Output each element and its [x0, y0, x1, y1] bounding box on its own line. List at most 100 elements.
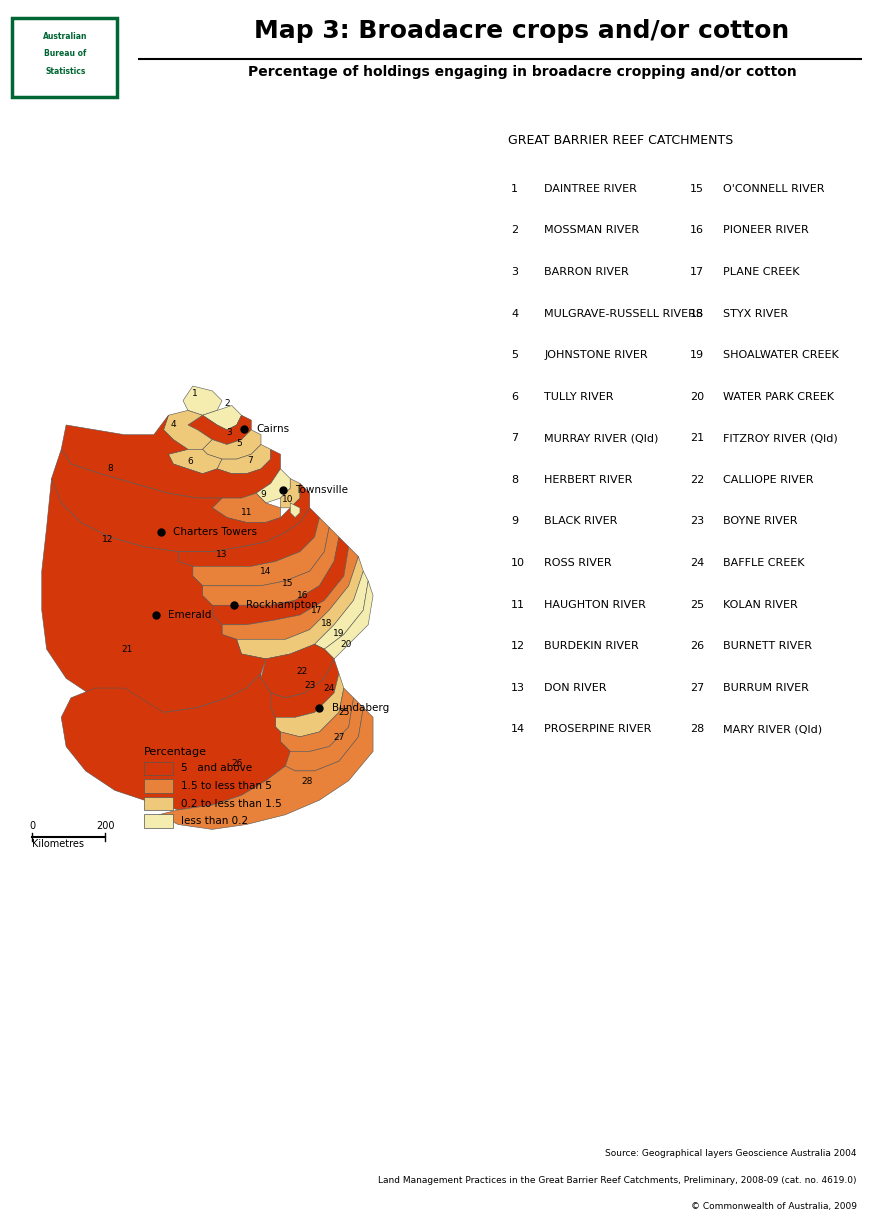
Polygon shape	[280, 478, 300, 508]
Text: Emerald: Emerald	[169, 610, 211, 620]
Text: TULLY RIVER: TULLY RIVER	[543, 391, 613, 402]
Text: 19: 19	[689, 351, 704, 360]
Text: 5: 5	[235, 439, 242, 448]
Polygon shape	[212, 493, 280, 523]
Text: Source: Geographical layers Geoscience Australia 2004: Source: Geographical layers Geoscience A…	[605, 1149, 856, 1159]
Text: BAFFLE CREEK: BAFFLE CREEK	[722, 558, 804, 568]
Polygon shape	[324, 581, 373, 659]
Bar	[144, 814, 173, 828]
Text: 24: 24	[323, 684, 335, 692]
Text: 1.5 to less than 5: 1.5 to less than 5	[181, 781, 271, 791]
Text: 24: 24	[689, 558, 704, 568]
Polygon shape	[275, 674, 343, 737]
Text: PROSERPINE RIVER: PROSERPINE RIVER	[543, 724, 651, 734]
Text: 1: 1	[511, 183, 518, 194]
Text: 14: 14	[260, 567, 271, 576]
Text: 22: 22	[296, 667, 308, 675]
Text: 26: 26	[689, 641, 704, 651]
Text: 9: 9	[511, 517, 518, 526]
Text: BLACK RIVER: BLACK RIVER	[543, 517, 617, 526]
Text: 23: 23	[303, 681, 315, 690]
Text: MULGRAVE-RUSSELL RIVERS: MULGRAVE-RUSSELL RIVERS	[543, 309, 702, 319]
Text: Rockhampton: Rockhampton	[246, 600, 318, 610]
Text: BURNETT RIVER: BURNETT RIVER	[722, 641, 811, 651]
FancyBboxPatch shape	[11, 17, 117, 97]
Text: ROSS RIVER: ROSS RIVER	[543, 558, 611, 568]
Text: 26: 26	[230, 759, 242, 768]
Text: SHOALWATER CREEK: SHOALWATER CREEK	[722, 351, 838, 360]
Polygon shape	[193, 518, 328, 585]
Text: 27: 27	[689, 683, 704, 692]
Polygon shape	[42, 478, 266, 712]
Text: KOLAN RIVER: KOLAN RIVER	[722, 599, 797, 610]
Text: 5: 5	[511, 351, 518, 360]
Bar	[144, 779, 173, 793]
Text: O'CONNELL RIVER: O'CONNELL RIVER	[722, 183, 824, 194]
Text: less than 0.2: less than 0.2	[181, 815, 248, 827]
Text: 5   and above: 5 and above	[181, 764, 251, 774]
Text: 7: 7	[511, 433, 518, 443]
Text: 11: 11	[511, 599, 525, 610]
Text: MARY RIVER (Qld): MARY RIVER (Qld)	[722, 724, 821, 734]
Text: 6: 6	[187, 458, 193, 466]
Text: 20: 20	[340, 640, 352, 648]
Text: Townsville: Townsville	[295, 485, 348, 494]
Polygon shape	[61, 416, 280, 498]
Text: 8: 8	[511, 475, 518, 485]
Text: 10: 10	[282, 494, 293, 503]
Text: PIONEER RIVER: PIONEER RIVER	[722, 225, 808, 235]
Text: 0.2 to less than 1.5: 0.2 to less than 1.5	[181, 798, 281, 808]
Text: 8: 8	[107, 465, 113, 474]
Text: 23: 23	[689, 517, 704, 526]
Text: 21: 21	[689, 433, 704, 443]
Text: 2: 2	[224, 399, 229, 407]
Text: Cairns: Cairns	[255, 424, 289, 434]
Polygon shape	[169, 449, 222, 474]
Text: PLANE CREEK: PLANE CREEK	[722, 267, 799, 277]
Polygon shape	[236, 556, 363, 659]
Text: 1: 1	[192, 389, 198, 397]
Text: BARRON RIVER: BARRON RIVER	[543, 267, 628, 277]
Text: 9: 9	[260, 490, 266, 498]
Text: 25: 25	[338, 708, 349, 717]
Polygon shape	[315, 571, 368, 649]
Text: Percentage of holdings engaging in broadacre cropping and/or cotton: Percentage of holdings engaging in broad…	[248, 65, 795, 79]
Text: WATER PARK CREEK: WATER PARK CREEK	[722, 391, 833, 402]
Text: 14: 14	[511, 724, 525, 734]
Text: © Commonwealth of Australia, 2009: © Commonwealth of Australia, 2009	[690, 1203, 856, 1212]
Polygon shape	[217, 444, 270, 474]
Text: 16: 16	[296, 590, 308, 600]
Polygon shape	[261, 645, 334, 697]
Text: 13: 13	[216, 550, 228, 558]
Text: 4: 4	[170, 421, 176, 429]
Text: 3: 3	[511, 267, 518, 277]
Text: 16: 16	[689, 225, 703, 235]
Text: Land Management Practices in the Great Barrier Reef Catchments, Preliminary, 200: Land Management Practices in the Great B…	[378, 1176, 856, 1184]
Polygon shape	[163, 411, 212, 449]
Polygon shape	[222, 547, 358, 640]
Text: 7: 7	[247, 455, 253, 465]
Text: 6: 6	[511, 391, 518, 402]
Text: GREAT BARRIER REEF CATCHMENTS: GREAT BARRIER REEF CATCHMENTS	[507, 134, 732, 146]
Polygon shape	[270, 659, 339, 717]
Polygon shape	[212, 538, 348, 625]
Bar	[144, 761, 173, 775]
Text: Australian: Australian	[43, 32, 88, 41]
Text: 11: 11	[241, 508, 252, 517]
Text: 0: 0	[29, 822, 35, 831]
Text: 28: 28	[689, 724, 704, 734]
Text: 3: 3	[226, 428, 232, 437]
Text: 15: 15	[282, 579, 293, 588]
Text: MURRAY RIVER (Qld): MURRAY RIVER (Qld)	[543, 433, 658, 443]
Text: Map 3: Broadacre crops and/or cotton: Map 3: Broadacre crops and/or cotton	[254, 18, 789, 43]
Text: JOHNSTONE RIVER: JOHNSTONE RIVER	[543, 351, 647, 360]
Polygon shape	[202, 406, 242, 429]
Polygon shape	[202, 528, 339, 605]
Text: 17: 17	[311, 605, 322, 615]
Polygon shape	[182, 386, 222, 416]
Text: 21: 21	[121, 645, 133, 653]
Text: BURDEKIN RIVER: BURDEKIN RIVER	[543, 641, 638, 651]
Polygon shape	[51, 449, 309, 552]
Text: CALLIOPE RIVER: CALLIOPE RIVER	[722, 475, 813, 485]
Polygon shape	[255, 469, 290, 503]
